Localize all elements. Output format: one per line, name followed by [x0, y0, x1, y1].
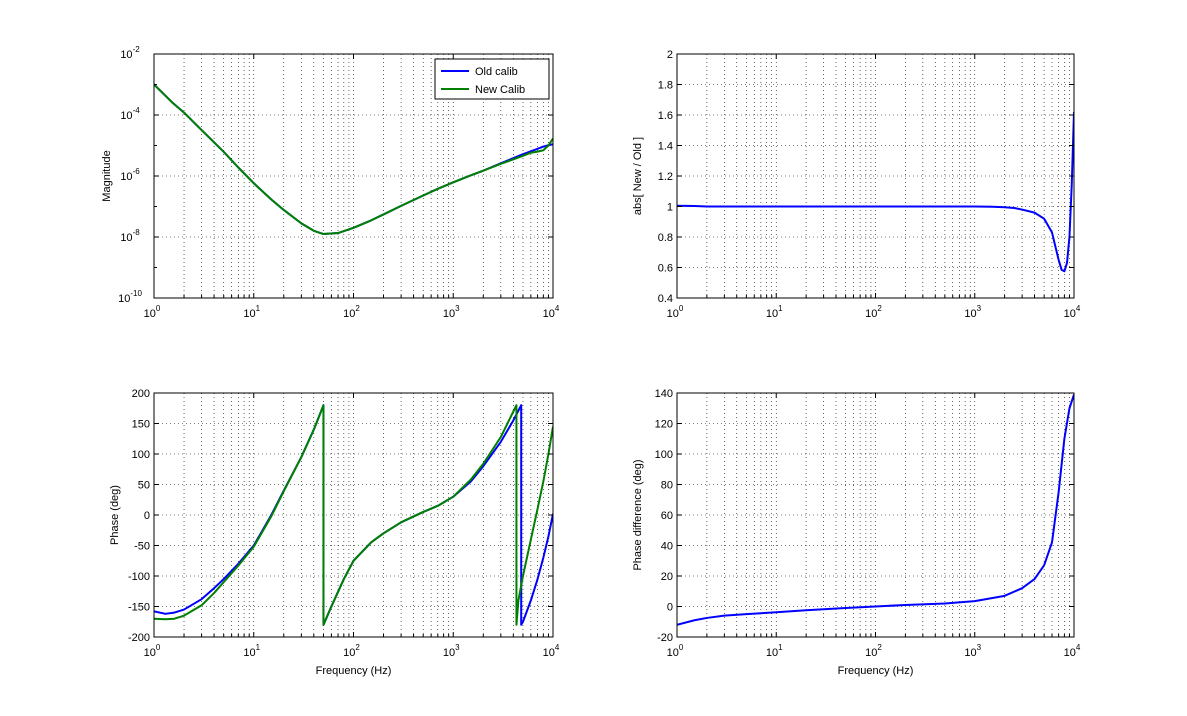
x-tick-label: 100 [667, 304, 684, 320]
x-tick-label: 104 [543, 304, 560, 320]
y-tick-label: 0 [144, 510, 150, 522]
y-tick-label: 200 [132, 388, 150, 400]
y-tick-label: 100 [655, 449, 673, 461]
y-tick-label: 1.8 [658, 80, 673, 92]
grid [154, 393, 553, 637]
x-tick-label: 101 [766, 304, 783, 320]
y-tick-label: 2 [667, 49, 673, 61]
y-tick-label: 80 [661, 480, 673, 492]
x-tick-label: 104 [543, 643, 560, 659]
x-tick-label: 102 [343, 643, 360, 659]
y-axis-label: Phase difference (deg) [632, 459, 644, 570]
magnitude-ratio-plot: 100 101 102 103 104 0.4 0.6 0.8 1 1.2 1.4 1.6 1.8 2 ab… [632, 49, 1081, 320]
y-tick-label: 40 [661, 541, 673, 553]
y-tick-label: 0 [667, 602, 673, 614]
y-tick-label: 1.4 [658, 141, 673, 153]
y-axis-label: Magnitude [101, 150, 113, 201]
legend-box [434, 58, 550, 100]
x-tick-label: 104 [1064, 304, 1081, 320]
series-line-new-calib [154, 404, 553, 626]
y-tick-label: 100 [132, 449, 150, 461]
series-line-0 [677, 111, 1074, 273]
x-tick-label: 101 [766, 643, 783, 659]
legend: Old calib New Calib [434, 58, 550, 100]
y-tick-label: 10-10 [118, 289, 142, 305]
y-tick-label: -50 [134, 541, 150, 553]
x-tick-label: 100 [144, 304, 161, 320]
y-tick-label: 10-6 [120, 167, 140, 183]
x-tick-label: 102 [343, 304, 360, 320]
y-tick-label: -150 [128, 602, 150, 614]
y-tick-label: 1.2 [658, 171, 673, 183]
x-tick-label: 104 [1064, 643, 1081, 659]
y-tick-label: -100 [128, 571, 150, 583]
y-tick-label: 10-8 [120, 228, 140, 244]
phase-difference-plot: 100 101 102 103 104 -20 0 20 40 60 80 100 120 140 Phas… [632, 388, 1081, 677]
grid [677, 54, 1074, 298]
x-tick-label: 103 [443, 643, 460, 659]
legend-entry: New Calib [475, 84, 525, 96]
x-tick-label: 100 [144, 643, 161, 659]
y-tick-label: -200 [128, 632, 150, 644]
legend-entry: Old calib [475, 66, 518, 78]
x-axis-label: Frequency (Hz) [838, 665, 914, 677]
x-tick-label: 103 [443, 304, 460, 320]
grid [677, 393, 1074, 637]
magnitude-plot: 100 101 102 103 104 10-10 10-8 10-6 10-4 10-2 Magn… [101, 45, 560, 320]
x-tick-label: 102 [865, 304, 882, 320]
x-tick-label: 102 [865, 643, 882, 659]
x-tick-label: 101 [243, 304, 260, 320]
y-tick-label: 120 [655, 419, 673, 431]
x-tick-label: 101 [243, 643, 260, 659]
x-tick-label: 103 [964, 643, 981, 659]
y-tick-label: 10-4 [120, 106, 140, 122]
y-tick-label: 60 [661, 510, 673, 522]
y-tick-label: 0.4 [658, 293, 673, 305]
y-tick-label: -20 [657, 632, 673, 644]
y-tick-label: 1.6 [658, 110, 673, 122]
x-axis-label: Frequency (Hz) [316, 665, 392, 677]
y-tick-label: 0.8 [658, 232, 673, 244]
y-tick-label: 140 [655, 388, 673, 400]
phase-plot: 100 101 102 103 104 -200 -150 -100 -50 0 50 100 150 2… [109, 388, 560, 677]
y-axis-label: Phase (deg) [109, 485, 121, 545]
y-tick-label: 20 [661, 571, 673, 583]
y-tick-label: 1 [667, 202, 673, 214]
y-tick-label: 150 [132, 419, 150, 431]
x-tick-label: 100 [667, 643, 684, 659]
series-line-0 [677, 394, 1074, 626]
y-axis-label: abs[ New / Old ] [632, 137, 644, 215]
y-tick-label: 50 [138, 480, 150, 492]
y-tick-label: 0.6 [658, 263, 673, 275]
series-line-new-calib [154, 83, 553, 236]
x-tick-label: 103 [964, 304, 981, 320]
y-tick-label: 10-2 [120, 45, 140, 61]
